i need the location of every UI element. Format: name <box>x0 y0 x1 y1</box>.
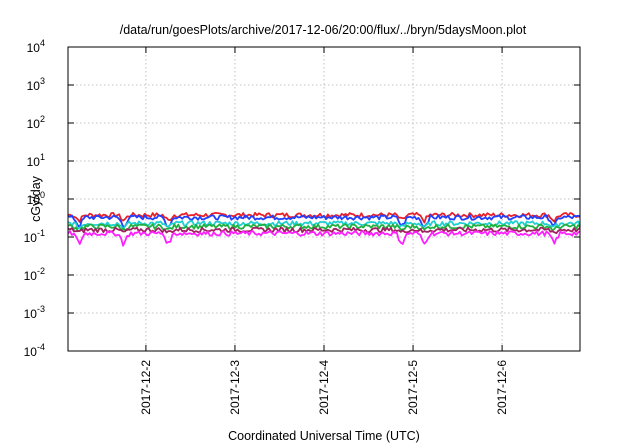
y-tick-label: 101 <box>27 152 45 169</box>
y-tick-label: 100 <box>27 190 45 207</box>
x-axis-label: Coordinated Universal Time (UTC) <box>228 429 420 443</box>
series-layer <box>67 211 581 247</box>
y-tick-label: 103 <box>27 76 45 93</box>
grid <box>68 47 580 351</box>
series-line <box>67 223 581 232</box>
y-tick-label: 102 <box>27 114 45 131</box>
y-tick-label: 10-3 <box>24 304 45 321</box>
x-tick-label: 2017-12-6 <box>495 360 509 415</box>
y-tick-label: 10-1 <box>24 228 45 245</box>
y-axis-label: cGy/day <box>29 175 43 222</box>
y-tick-label: 104 <box>27 38 45 55</box>
series-line <box>67 214 581 229</box>
series-line <box>67 226 581 235</box>
chart-title: /data/run/goesPlots/archive/2017-12-06/2… <box>120 23 527 37</box>
series-line <box>67 230 581 247</box>
y-tick-label: 10-2 <box>24 266 45 283</box>
y-tick-label: 10-4 <box>24 342 45 359</box>
x-tick-label: 2017-12-3 <box>228 360 242 415</box>
axis-ticks: 10-4 10-3 10-2 10-1 100 101 102 103 104 2017-12-2… <box>24 38 580 415</box>
x-tick-label: 2017-12-2 <box>139 360 153 415</box>
x-tick-label: 2017-12-4 <box>317 360 331 415</box>
x-tick-label: 2017-12-5 <box>406 360 420 415</box>
